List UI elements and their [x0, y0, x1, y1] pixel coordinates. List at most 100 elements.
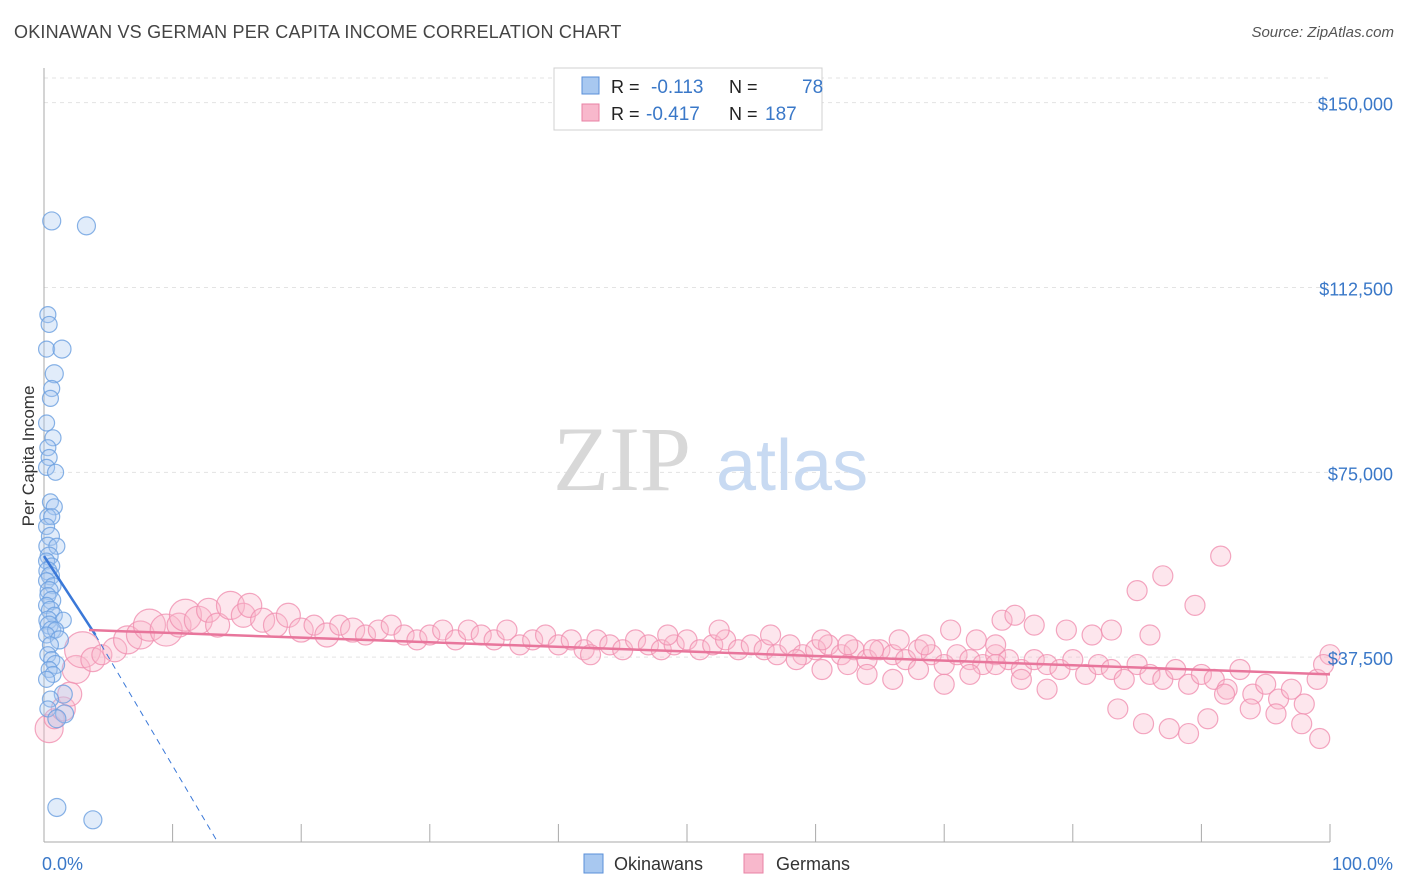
germans-point-33 [406, 629, 428, 651]
legend-swatch-germans [581, 103, 600, 122]
okinawans-point-55 [47, 797, 67, 818]
legend-n-label-1: N = [729, 77, 758, 97]
legend-n-value-2: 187 [765, 104, 797, 125]
y-tick-labels: $37,500 $75,000 $112,500 $150,000 [1318, 95, 1393, 670]
okinawans-point-43 [41, 636, 60, 654]
germans-point-106 [1023, 614, 1045, 636]
y-tick-label-2: $112,500 [1319, 279, 1393, 299]
germans-point-16 [196, 597, 222, 623]
germans-point-120 [1213, 683, 1236, 705]
okinawans-point-22 [48, 537, 66, 555]
okinawans-point-1 [76, 216, 97, 236]
germans-point-69 [869, 639, 891, 661]
grid-lines [44, 77, 1330, 658]
germans-point-40 [496, 619, 518, 641]
germans-point-141 [837, 653, 859, 676]
germans-point-147 [985, 653, 1007, 676]
germans-point-142 [856, 663, 878, 686]
okinawans-point-3 [40, 315, 58, 334]
legend-r-label-2: R = [611, 104, 640, 124]
germans-point-143 [882, 668, 904, 690]
germans-point-132 [837, 634, 859, 656]
watermark-zip: ZIP [553, 408, 691, 510]
okinawans-point-49 [37, 670, 56, 688]
okinawans-point-56 [83, 810, 103, 830]
bottom-legend: Okinawans Germans [583, 853, 850, 874]
germans-point-21 [250, 607, 276, 633]
germans-point-117 [1158, 718, 1180, 740]
germans-point-111 [1126, 580, 1148, 602]
germans-point-44 [547, 634, 570, 656]
bottom-legend-germans: Germans [776, 854, 850, 874]
legend-r-label-1: R = [611, 77, 640, 97]
germans-point-148 [1010, 668, 1032, 690]
okinawans-point-16 [45, 498, 63, 516]
y-tick-label-3: $150,000 [1318, 95, 1393, 115]
germans-point-37 [457, 619, 479, 641]
germans-point-58 [727, 639, 750, 661]
chart-title: OKINAWAN VS GERMAN PER CAPITA INCOME COR… [14, 22, 622, 42]
bottom-legend-swatch-germans [743, 853, 764, 874]
germans-point-138 [985, 634, 1007, 656]
okinawans-trend-extension [95, 634, 219, 843]
germans-point-55 [689, 639, 711, 661]
okinawans-point-14 [46, 463, 65, 481]
germans-point-18 [215, 590, 246, 621]
legend-swatch-okinawans [581, 76, 600, 95]
y-tick-label-0: $37,500 [1328, 649, 1393, 669]
germans-point-105 [1004, 604, 1026, 626]
germans-point-146 [959, 663, 981, 686]
okinawans-point-51 [41, 690, 60, 708]
okinawans-point-32 [42, 590, 62, 611]
germans-point-128 [657, 624, 679, 646]
germans-point-129 [708, 619, 730, 641]
okinawans-point-13 [37, 458, 56, 476]
germans-point-25 [303, 614, 325, 636]
x-tick-label-1: 100.0% [1332, 854, 1393, 874]
okinawans-point-18 [43, 508, 61, 526]
okinawans-point-12 [40, 448, 58, 467]
germans-point-134 [888, 629, 910, 651]
germans-point-7 [91, 644, 113, 666]
legend-n-value-1: 78 [802, 77, 823, 98]
okinawans-point-19 [37, 517, 56, 536]
okinawans-point-6 [44, 364, 64, 384]
germans-point-102 [1293, 693, 1315, 715]
okinawans-point-21 [38, 536, 58, 556]
okinawans-point-42 [49, 630, 70, 650]
germans-point-90 [1139, 663, 1161, 686]
bottom-legend-okinawans: Okinawans [614, 854, 703, 874]
germans-point-12 [149, 613, 183, 647]
okinawans-point-9 [37, 414, 56, 432]
germans-point-101 [1280, 678, 1303, 700]
germans-point-97 [1229, 658, 1251, 681]
germans-point-145 [933, 673, 955, 695]
okinawans-point-4 [37, 340, 56, 358]
y-tick-label-1: $75,000 [1328, 464, 1393, 484]
x-tick-labels: 0.0% 100.0% [42, 854, 1393, 874]
germans-point-149 [1036, 678, 1058, 700]
source-label: Source: ZipAtlas.com [1251, 24, 1394, 41]
germans-point-122 [1265, 703, 1287, 725]
okinawans-point-10 [44, 429, 62, 447]
germans-point-140 [811, 658, 833, 681]
germans-point-23 [275, 602, 301, 628]
germans-point-124 [1309, 727, 1331, 750]
germans-point-76 [959, 649, 981, 671]
legend-r-value-2: -0.417 [646, 104, 700, 125]
germans-point-144 [907, 658, 930, 681]
okinawans-point-54 [47, 709, 67, 729]
germans-point-28 [340, 617, 366, 643]
germans-point-107 [1055, 619, 1077, 641]
germans-points [34, 545, 1341, 750]
legend-n-label-2: N = [729, 104, 758, 124]
germans-point-114 [1210, 545, 1232, 567]
germans-point-127 [579, 644, 602, 666]
bottom-legend-swatch-okinawans [583, 853, 604, 874]
germans-point-139 [785, 649, 807, 671]
germans-point-133 [862, 639, 885, 661]
okinawans-trend-line [42, 555, 97, 636]
germans-point-24 [288, 617, 314, 643]
germans-point-113 [1184, 594, 1206, 617]
